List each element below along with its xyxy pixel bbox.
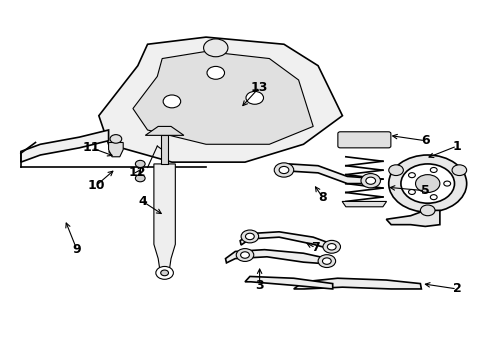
Circle shape (236, 249, 254, 261)
Text: 9: 9 (73, 243, 81, 256)
Circle shape (322, 258, 331, 264)
Text: 5: 5 (421, 184, 430, 197)
Circle shape (430, 195, 437, 200)
Text: 12: 12 (129, 166, 147, 179)
Polygon shape (21, 130, 109, 162)
Circle shape (241, 252, 249, 258)
Circle shape (135, 175, 145, 182)
Polygon shape (154, 164, 175, 273)
Polygon shape (279, 164, 372, 184)
Circle shape (452, 165, 466, 176)
Circle shape (361, 174, 380, 188)
Circle shape (444, 181, 451, 186)
Circle shape (318, 255, 336, 267)
Circle shape (366, 177, 375, 184)
Text: 8: 8 (318, 192, 327, 204)
Text: 6: 6 (421, 134, 430, 147)
Circle shape (409, 189, 416, 194)
Polygon shape (225, 249, 328, 264)
Text: 10: 10 (88, 179, 105, 192)
Circle shape (430, 167, 437, 172)
Polygon shape (133, 51, 313, 144)
Circle shape (323, 240, 341, 253)
Circle shape (279, 166, 289, 174)
Circle shape (274, 163, 294, 177)
Text: 7: 7 (311, 241, 320, 255)
Circle shape (207, 66, 224, 79)
Text: 4: 4 (138, 195, 147, 208)
Circle shape (110, 135, 122, 143)
Circle shape (135, 160, 145, 167)
Text: 2: 2 (453, 283, 461, 296)
Circle shape (401, 164, 455, 203)
Circle shape (163, 95, 181, 108)
Polygon shape (146, 126, 184, 135)
Text: 11: 11 (83, 141, 100, 154)
Circle shape (409, 173, 416, 178)
Polygon shape (245, 276, 333, 289)
Circle shape (241, 230, 259, 243)
Circle shape (389, 165, 403, 176)
Polygon shape (99, 37, 343, 162)
Circle shape (161, 270, 169, 276)
Polygon shape (386, 210, 440, 226)
Circle shape (389, 155, 466, 212)
Polygon shape (240, 232, 333, 249)
Text: 13: 13 (251, 81, 269, 94)
Circle shape (416, 175, 440, 193)
Text: 1: 1 (453, 140, 461, 153)
Circle shape (327, 244, 336, 250)
Polygon shape (294, 278, 421, 289)
Polygon shape (109, 143, 123, 157)
Circle shape (245, 233, 254, 240)
Circle shape (420, 205, 435, 216)
Polygon shape (342, 202, 387, 207)
Circle shape (203, 39, 228, 57)
Circle shape (246, 91, 264, 104)
Text: 3: 3 (255, 279, 264, 292)
FancyBboxPatch shape (338, 132, 391, 148)
Circle shape (156, 266, 173, 279)
